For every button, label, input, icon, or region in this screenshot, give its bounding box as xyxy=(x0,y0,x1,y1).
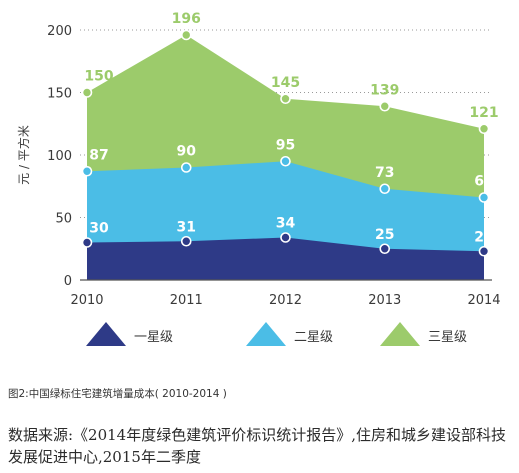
data-point xyxy=(379,100,391,112)
x-tick-label: 2012 xyxy=(269,293,302,308)
data-label: 196 xyxy=(172,11,201,27)
legend-swatch xyxy=(246,322,286,346)
area-series xyxy=(87,237,484,280)
x-tick-label: 2013 xyxy=(368,293,401,308)
data-label: 25 xyxy=(375,227,394,243)
data-label: 95 xyxy=(276,137,295,153)
legend-swatch xyxy=(380,322,420,346)
data-point xyxy=(180,235,192,247)
legend-label: 三星级 xyxy=(428,330,467,345)
data-point xyxy=(478,123,490,135)
data-label: 73 xyxy=(375,165,394,181)
data-point xyxy=(81,237,93,248)
chart-area: 0 50 100 150 200 元 / 平方米 30 31 34 25 23 87 90 95 73 66 1… xyxy=(16,11,501,346)
data-point xyxy=(379,243,391,255)
data-point xyxy=(379,183,391,195)
data-source-note: 数据来源:《2014年度绿色建筑评价标识统计报告》,住房和城乡建设部科技发展促进… xyxy=(8,426,506,466)
data-point xyxy=(180,162,192,173)
data-label: 139 xyxy=(370,82,399,98)
y-tick-label: 200 xyxy=(47,24,72,39)
legend-label: 一星级 xyxy=(134,330,173,345)
x-tick-label: 2011 xyxy=(170,293,203,308)
data-label: 23 xyxy=(474,229,493,245)
data-label: 87 xyxy=(89,147,108,163)
y-tick-label: 100 xyxy=(47,149,72,164)
data-label: 121 xyxy=(469,105,498,121)
data-label: 31 xyxy=(177,219,196,235)
y-tick-label: 0 xyxy=(64,274,72,289)
data-point xyxy=(478,245,490,257)
stacked-area-chart: 0 50 100 150 200 元 / 平方米 30 31 34 25 23 87 90 95 73 66 1… xyxy=(16,11,501,346)
data-label: 90 xyxy=(177,144,197,160)
data-point xyxy=(280,232,291,243)
data-point xyxy=(81,87,93,98)
y-tick-label: 150 xyxy=(47,87,72,102)
x-tick-label: 2014 xyxy=(467,293,500,308)
data-point xyxy=(478,192,490,203)
data-label: 145 xyxy=(271,75,300,91)
y-axis-label: 元 / 平方米 xyxy=(16,125,31,185)
legend-label: 二星级 xyxy=(294,330,333,345)
data-label: 30 xyxy=(89,221,109,237)
data-label: 66 xyxy=(474,174,493,190)
data-label: 34 xyxy=(276,216,296,232)
data-point xyxy=(180,29,192,41)
data-point xyxy=(280,93,291,105)
x-tick-label: 2010 xyxy=(70,293,103,308)
data-point xyxy=(81,165,93,177)
legend-swatch xyxy=(86,322,126,346)
data-point xyxy=(280,155,291,167)
figure-caption: 图2:中国绿标住宅建筑增量成本( 2010-2014 ) xyxy=(8,388,227,400)
y-tick-label: 50 xyxy=(55,212,72,227)
data-label: 150 xyxy=(84,69,113,85)
